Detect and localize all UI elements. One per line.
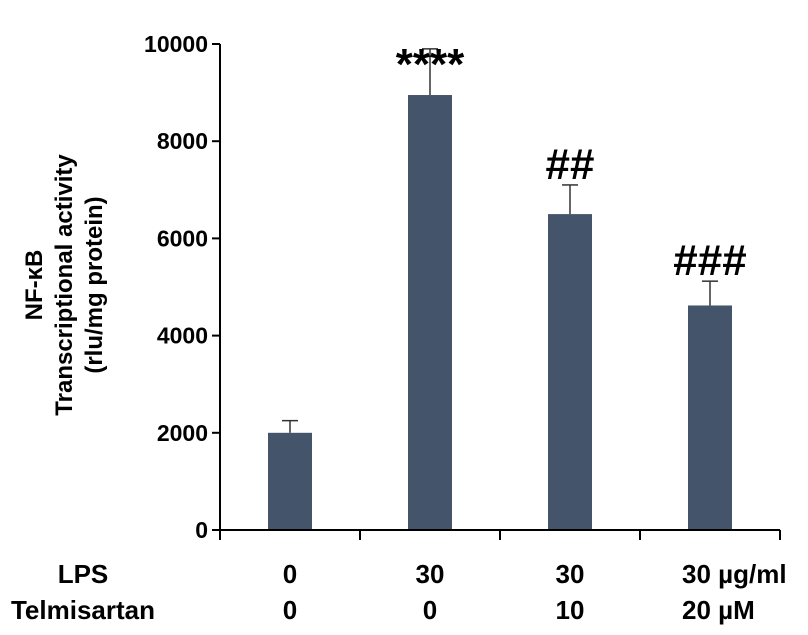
bar: [408, 95, 452, 530]
row-value: 0: [283, 595, 297, 625]
x-axis-ticks: [219, 530, 781, 540]
significance-label: ###: [673, 236, 746, 285]
y-tick-label: 2000: [157, 420, 208, 446]
y-axis-title-line-3: (rlu/mg protein): [81, 196, 108, 373]
y-tick-label: 6000: [157, 225, 208, 251]
row-value: 30: [556, 559, 585, 589]
y-tick-label: 10000: [144, 31, 208, 57]
row-value: 20 µM: [682, 595, 755, 625]
bar: [548, 214, 592, 530]
row-value: 0: [423, 595, 437, 625]
y-tick-label: 0: [195, 517, 208, 543]
y-axis-ticks: 0 2000 4000 6000 8000 10000: [144, 31, 220, 543]
significance-label: ****: [396, 40, 465, 89]
y-axis-title-line-2: Transcriptional activity: [51, 154, 78, 416]
significance-annotations: ****#####: [396, 40, 747, 285]
y-tick-label: 4000: [157, 323, 208, 349]
y-axis-title: NF-κB Transcriptional activity (rlu/mg p…: [21, 154, 108, 416]
bar: [268, 432, 312, 530]
row-value: 10: [556, 595, 585, 625]
row-label: Telmisartan: [11, 595, 155, 625]
row-value: 0: [283, 559, 297, 589]
error-bars: [282, 48, 718, 433]
row-value: 30 µg/ml: [682, 559, 787, 589]
bar: [688, 305, 732, 530]
y-axis-title-line-1: NF-κB: [21, 250, 48, 321]
row-value: 30: [416, 559, 445, 589]
y-tick-label: 8000: [157, 128, 208, 154]
bars: [268, 95, 732, 530]
row-label: LPS: [58, 559, 109, 589]
significance-label: ##: [546, 140, 595, 189]
condition-rows: LPS 0 30 30 30 µg/ml Telmisartan 0 0 10 20 µM: [11, 559, 787, 625]
